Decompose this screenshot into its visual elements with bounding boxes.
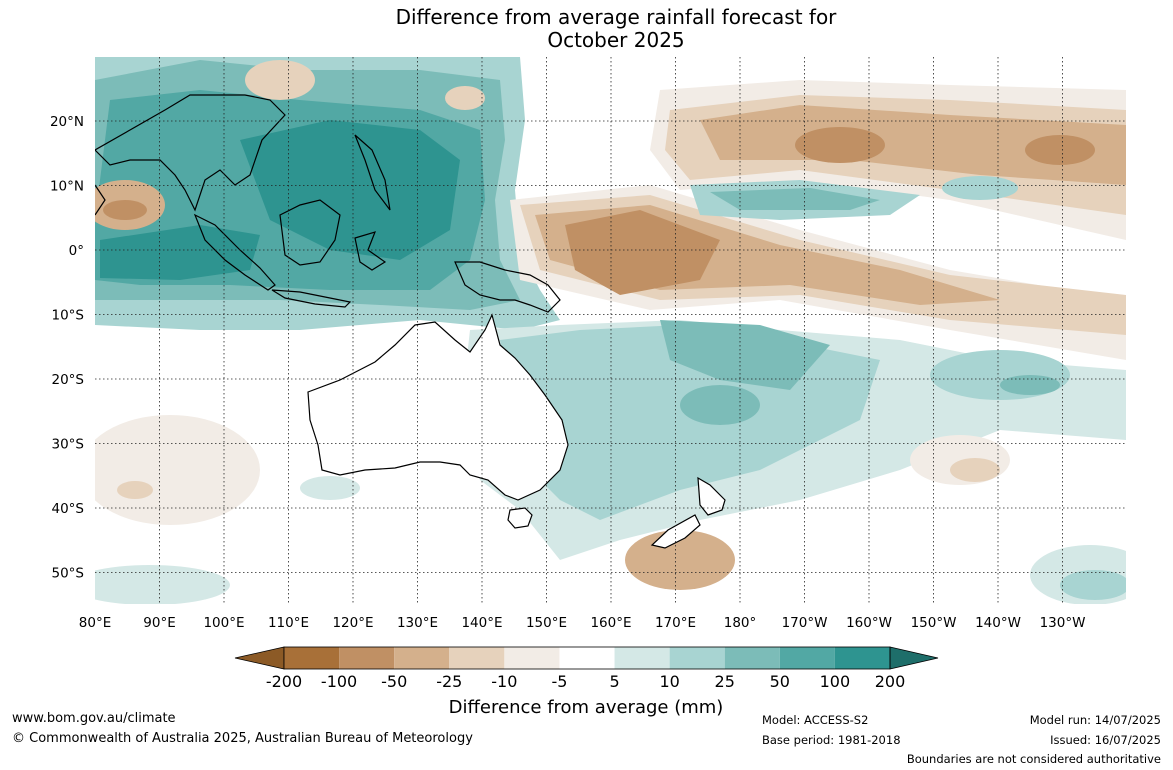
model-run-text: Model run: 14/07/2025 [1029, 713, 1161, 727]
base-period-text: Base period: 1981-2018 [762, 733, 901, 747]
lon-tick-label: 160°E [590, 615, 631, 631]
colorbar-tick-label: -50 [381, 672, 407, 691]
colorbar-tick-label: -100 [321, 672, 357, 691]
colorbar-extend-high [889, 646, 939, 670]
colorbar-tick-label: 50 [770, 672, 790, 691]
colorbar-tick-label: 100 [820, 672, 851, 691]
lon-tick-label: 140°E [461, 615, 502, 631]
lat-tick-label: 30°S [52, 437, 85, 453]
lon-tick-label: 130°W [1040, 615, 1086, 631]
lon-tick-label: 90°E [143, 615, 175, 631]
chart-title-line1: Difference from average rainfall forecas… [395, 5, 837, 29]
colorbar-segment [339, 647, 395, 669]
lon-tick-label: 130°E [397, 615, 438, 631]
lon-tick-label: 160°W [846, 615, 892, 631]
model-text: Model: ACCESS-S2 [762, 713, 869, 727]
lon-tick-label: 120°E [332, 615, 373, 631]
colorbar-tick-label: -5 [551, 672, 567, 691]
colorbar-frame [283, 646, 891, 670]
lon-tick-label: 170°E [655, 615, 696, 631]
lon-tick-label: 110°E [268, 615, 309, 631]
australia-outline [307, 313, 569, 501]
colorbar-tick-label: 200 [875, 672, 906, 691]
chart-title-line2: October 2025 [547, 28, 685, 52]
colorbar-segment [614, 647, 670, 669]
colorbar-segment [504, 647, 560, 669]
lon-tick-label: 150°W [911, 615, 957, 631]
colorbar-segment [779, 647, 835, 669]
colorbar-tick-label: -25 [436, 672, 462, 691]
colorbar-tick-label: 25 [715, 672, 735, 691]
lon-tick-label: 80°E [79, 615, 111, 631]
lat-tick-label: 40°S [52, 501, 85, 517]
lat-tick-label: 0° [69, 243, 84, 259]
colorbar-extend-low [234, 646, 285, 670]
lat-tick-label: 10°N [50, 179, 84, 195]
lat-tick-label: 10°S [52, 308, 85, 324]
colorbar: -200 -100 -50 -25 -10 -5 5 10 25 50 100 200 Differen… [234, 646, 939, 718]
lon-tick-label: 180° [724, 615, 757, 631]
issued-text: Issued: 16/07/2025 [1050, 733, 1161, 747]
lat-tick-label: 20°S [52, 372, 85, 388]
colorbar-segment [284, 647, 340, 669]
colorbar-segment [834, 647, 890, 669]
colorbar-tick-label: 5 [609, 672, 619, 691]
coastlines [95, 94, 726, 549]
colorbar-segment [669, 647, 725, 669]
colorbar-segment [394, 647, 450, 669]
lat-tick-label: 20°N [50, 114, 84, 130]
lon-tick-label: 150°E [526, 615, 567, 631]
lon-tick-label: 170°W [782, 615, 828, 631]
colorbar-segment [559, 647, 615, 669]
colorbar-title: Difference from average (mm) [449, 697, 724, 718]
colorbar-segment [449, 647, 505, 669]
colorbar-tick-label: -10 [491, 672, 517, 691]
rainfall-anomaly-field [95, 57, 1126, 604]
colorbar-tick-label: 10 [659, 672, 679, 691]
lon-tick-label: 140°W [975, 615, 1021, 631]
axis-labels: 80°E 90°E 100°E 110°E 120°E 130°E 140°E 150°E 16… [50, 114, 1085, 631]
graticule [95, 57, 1126, 604]
colorbar-tick-label: -200 [266, 672, 302, 691]
disclaimer-text: Boundaries are not considered authoritat… [906, 752, 1161, 766]
colorbar-segment [724, 647, 780, 669]
lat-tick-label: 50°S [52, 566, 85, 582]
copyright-text: © Commonwealth of Australia 2025, Austra… [12, 731, 473, 746]
website-text: www.bom.gov.au/climate [12, 711, 176, 726]
lon-tick-label: 100°E [203, 615, 244, 631]
